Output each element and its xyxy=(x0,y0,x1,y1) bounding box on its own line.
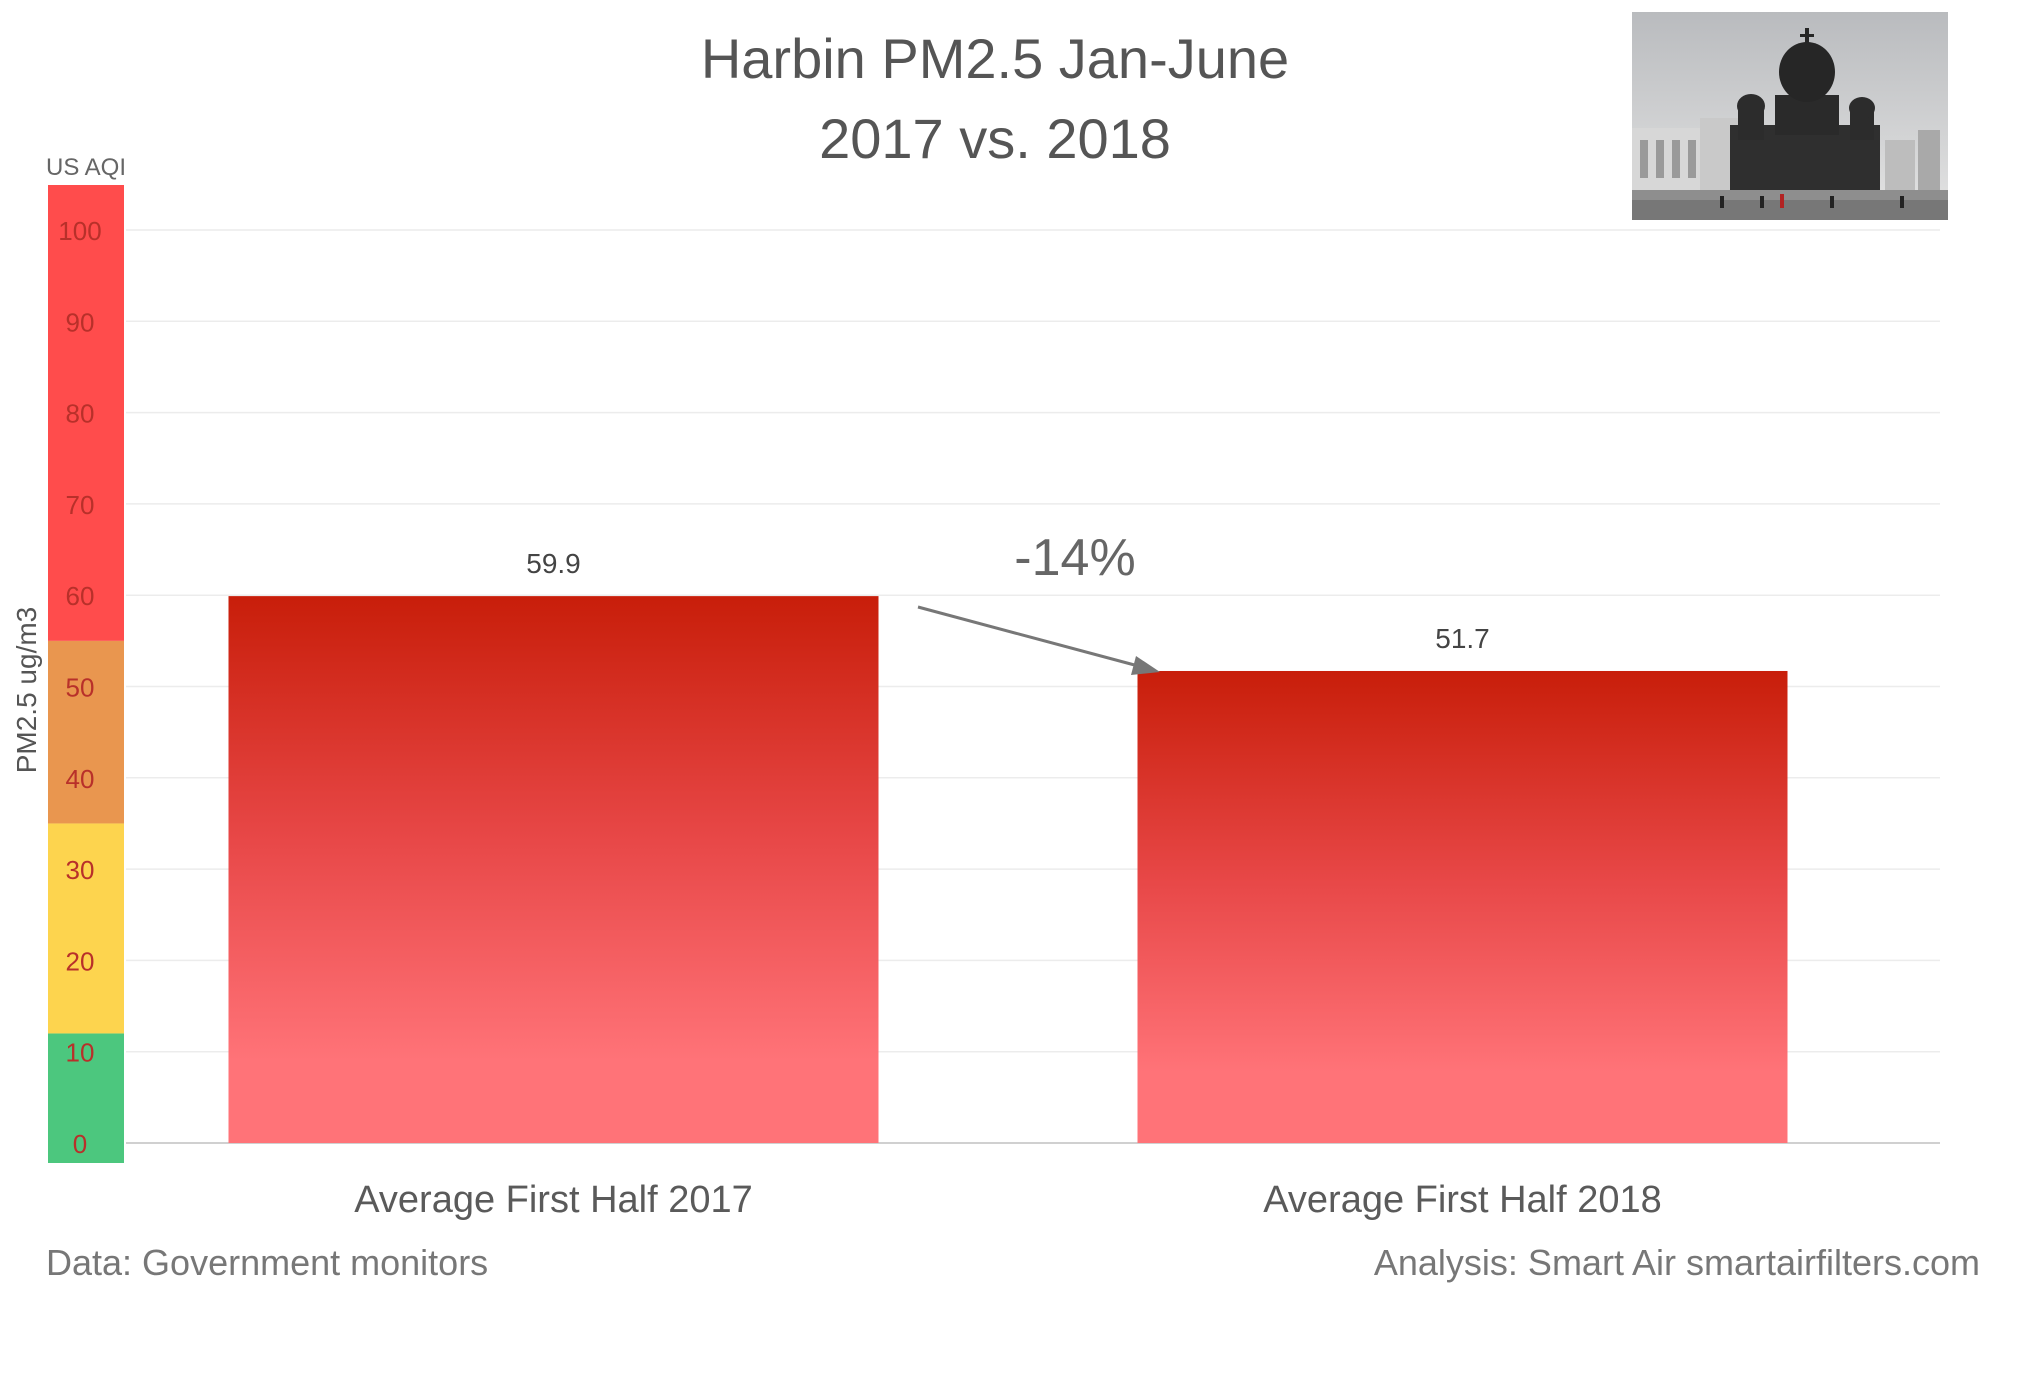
y-tick-label: 20 xyxy=(66,946,95,976)
y-tick-label: 100 xyxy=(58,216,101,246)
aqi-band-3 xyxy=(48,185,124,641)
harbin-church-photo xyxy=(1632,12,1948,220)
y-tick-label: 90 xyxy=(66,307,95,337)
change-arrow-head xyxy=(1131,656,1160,675)
y-axis-label: PM2.5 ug/m3 xyxy=(11,607,42,774)
bar-1 xyxy=(1137,670,1788,1143)
y-tick-label: 30 xyxy=(66,855,95,885)
chart-title: Harbin PM2.5 Jan-June xyxy=(701,27,1289,90)
source-note: Data: Government monitors xyxy=(46,1242,488,1283)
change-label: -14% xyxy=(1014,529,1135,587)
bar-data-label: 59.9 xyxy=(526,548,581,579)
y-tick-label: 70 xyxy=(66,490,95,520)
y-tick-label: 40 xyxy=(66,764,95,794)
analysis-credit: Analysis: Smart Air smartairfilters.com xyxy=(1374,1242,1980,1283)
aqi-color-scale xyxy=(48,185,124,1163)
chart-subtitle: 2017 vs. 2018 xyxy=(819,107,1171,170)
x-category-label: Average First Half 2017 xyxy=(354,1179,753,1221)
y-tick-label: 0 xyxy=(73,1129,87,1159)
aqi-band-1 xyxy=(48,823,124,1034)
change-arrow-line xyxy=(917,605,1143,669)
aqi-band-title: US AQI xyxy=(46,154,126,181)
x-category-label: Average First Half 2018 xyxy=(1263,1179,1662,1221)
aqi-band-2 xyxy=(48,640,124,824)
y-tick-label: 50 xyxy=(66,673,95,703)
bars: 59.9 Average First Half 2017 51.7 Average F… xyxy=(228,548,1788,1221)
aqi-band-0 xyxy=(48,1033,124,1163)
bar-data-label: 51.7 xyxy=(1435,623,1490,654)
y-axis-ticks: 0 10 20 30 40 50 60 70 80 90 100 xyxy=(58,216,101,1159)
y-tick-label: 60 xyxy=(66,581,95,611)
bar-0 xyxy=(228,596,879,1143)
y-tick-label: 10 xyxy=(66,1038,95,1068)
y-tick-label: 80 xyxy=(66,399,95,429)
change-annotation: -14% xyxy=(917,529,1160,675)
